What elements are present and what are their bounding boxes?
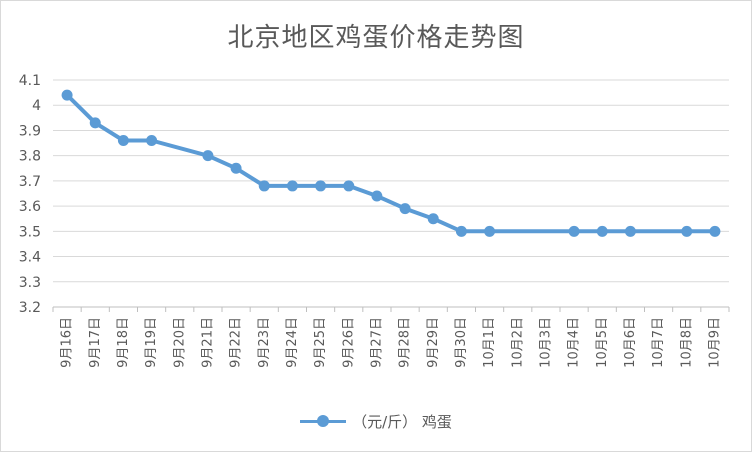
data-point	[117, 135, 129, 147]
data-point	[230, 162, 242, 174]
x-tick-label: 9月22日	[229, 317, 244, 368]
x-tick-label: 9月27日	[369, 317, 384, 368]
x-tick-label: 9月16日	[60, 317, 75, 368]
x-tick-label: 9月21日	[200, 317, 215, 368]
data-point	[146, 135, 158, 147]
chart-title: 北京地区鸡蛋价格走势图	[227, 23, 525, 53]
data-point	[343, 180, 355, 192]
data-point	[89, 117, 101, 129]
x-tick-label: 10月4日	[567, 317, 582, 368]
data-point	[258, 180, 270, 192]
data-point	[427, 213, 439, 225]
y-tick-label: 4	[32, 98, 41, 114]
x-tick-label: 9月28日	[398, 317, 413, 368]
y-tick-label: 3.8	[19, 149, 41, 165]
data-point	[286, 180, 298, 192]
x-tick-label: 9月30日	[454, 317, 469, 368]
y-tick-label: 3.6	[19, 199, 41, 215]
data-point	[681, 225, 693, 237]
x-tick-label: 9月20日	[172, 317, 187, 368]
x-tick-label: 10月1日	[482, 317, 497, 368]
x-tick-label: 10月7日	[651, 317, 666, 368]
x-tick-label: 10月9日	[707, 317, 722, 368]
x-tick-label: 10月2日	[510, 317, 525, 368]
chart-legend: （元/斤） 鸡蛋	[1, 409, 751, 433]
x-tick-label: 10月5日	[595, 317, 610, 368]
data-point	[624, 225, 636, 237]
x-tick-label: 9月17日	[88, 317, 103, 368]
x-tick-label: 10月8日	[679, 317, 694, 368]
y-tick-label: 3.3	[19, 275, 41, 291]
x-tick-label: 9月24日	[285, 317, 300, 368]
x-tick-label: 10月6日	[623, 317, 638, 368]
data-point	[61, 89, 73, 101]
legend-label: （元/斤） 鸡蛋	[352, 412, 452, 431]
data-point	[399, 203, 411, 215]
data-point	[371, 190, 383, 202]
y-tick-label: 3.7	[19, 174, 41, 190]
x-tick-label: 9月18日	[116, 317, 131, 368]
y-tick-label: 3.2	[19, 300, 41, 316]
data-point	[596, 225, 608, 237]
data-point	[455, 225, 467, 237]
legend-marker	[300, 414, 347, 428]
data-point	[484, 225, 496, 237]
data-point	[315, 180, 327, 192]
data-point	[568, 225, 580, 237]
x-tick-label: 9月19日	[144, 317, 159, 368]
x-tick-label: 9月25日	[313, 317, 328, 368]
y-tick-label: 3.5	[19, 224, 41, 240]
x-tick-label: 10月3日	[538, 317, 553, 368]
y-tick-label: 3.4	[19, 250, 41, 266]
series-line	[65, 93, 717, 234]
y-tick-label: 3.9	[19, 123, 41, 139]
y-tick-label: 4.1	[19, 73, 41, 89]
x-tick-label: 9月29日	[426, 317, 441, 368]
x-tick-label: 9月26日	[341, 317, 356, 368]
data-point	[202, 150, 214, 162]
x-tick-label: 9月23日	[257, 317, 272, 368]
data-point	[709, 225, 721, 237]
